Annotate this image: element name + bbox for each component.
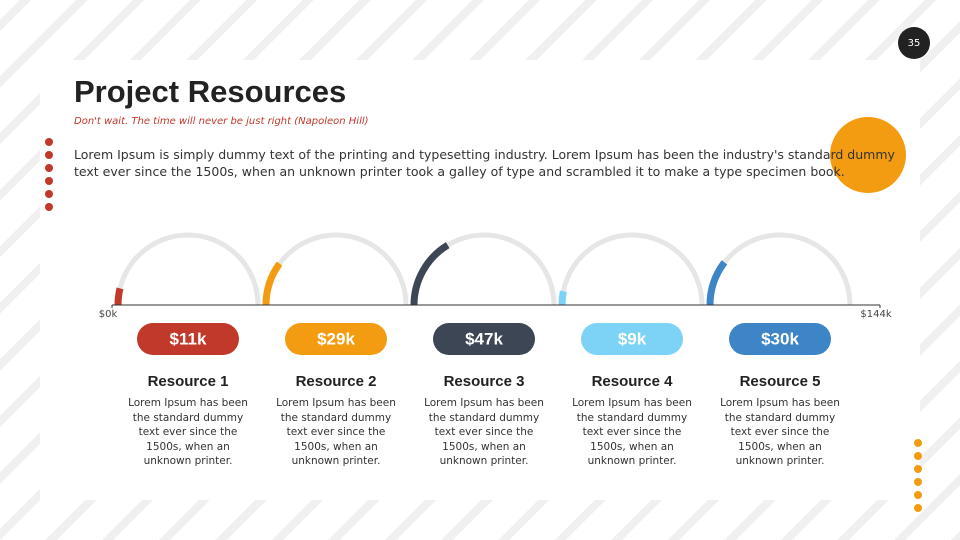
gauge-track bbox=[115, 232, 261, 306]
value-pill bbox=[285, 323, 387, 355]
value-pill bbox=[137, 323, 239, 355]
value-pill bbox=[729, 323, 831, 355]
page-badge bbox=[898, 27, 930, 59]
decor-dots-right bbox=[914, 439, 922, 512]
value-label: $11k bbox=[170, 329, 207, 348]
gauge-track bbox=[559, 232, 705, 306]
category-label: Resource 3 bbox=[444, 373, 525, 390]
gauge-track bbox=[707, 232, 853, 306]
category-label: Resource 1 bbox=[148, 373, 229, 390]
description: Lorem Ipsum has been the standard dummy … bbox=[572, 397, 692, 467]
value-label: $29k bbox=[317, 329, 355, 348]
value-label: $47k bbox=[465, 329, 503, 348]
value-label: $30k bbox=[761, 329, 799, 348]
gauge-arc bbox=[410, 242, 450, 306]
description: Lorem Ipsum has been the standard dummy … bbox=[720, 397, 840, 467]
gauge-arc bbox=[262, 261, 283, 306]
body-text: Lorem Ipsum is simply dummy text of the … bbox=[74, 147, 895, 179]
gauge-arc bbox=[558, 290, 567, 306]
value-pill bbox=[433, 323, 535, 355]
decor-circle bbox=[830, 117, 906, 193]
x-tick-label: $0k bbox=[99, 309, 118, 320]
gauge-arc bbox=[706, 260, 728, 306]
category-label: Resource 5 bbox=[740, 373, 821, 390]
page-number: 35 bbox=[908, 38, 921, 49]
value-pill bbox=[581, 323, 683, 355]
x-tick-label: $144k bbox=[860, 309, 891, 320]
category-label: Resource 2 bbox=[296, 373, 377, 390]
category-label: Resource 4 bbox=[592, 373, 674, 390]
value-label: $9k bbox=[618, 329, 647, 348]
decor-dots-left bbox=[45, 138, 53, 211]
title: Project Resources bbox=[74, 74, 346, 109]
gauge-arc bbox=[114, 287, 124, 306]
description: Lorem Ipsum has been the standard dummy … bbox=[424, 397, 544, 467]
gauge-track bbox=[263, 232, 409, 306]
description: Lorem Ipsum has been the standard dummy … bbox=[128, 397, 248, 467]
content-panel bbox=[40, 60, 920, 500]
quote: Don't wait. The time will never be just … bbox=[74, 116, 369, 127]
gauge-track bbox=[411, 232, 557, 306]
description: Lorem Ipsum has been the standard dummy … bbox=[276, 397, 396, 467]
